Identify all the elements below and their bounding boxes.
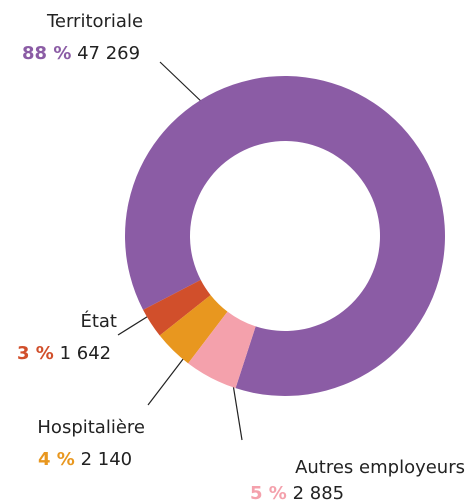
value-label: 2 885	[293, 483, 345, 504]
data-label: 3 % 1 642	[17, 343, 111, 364]
value-label: 47 269	[77, 43, 140, 64]
donut-segment	[188, 311, 256, 389]
leader-line	[117, 314, 151, 336]
share-label: 88 %	[22, 43, 71, 64]
donut-segment	[143, 279, 211, 336]
data-label: 5 % 2 885	[250, 483, 344, 504]
data-label: 4 % 2 140	[38, 449, 132, 470]
leader-line	[159, 61, 206, 106]
category-label: Hospitalière	[37, 417, 145, 438]
share-label: 3 %	[17, 343, 54, 364]
category-label: Autres employeurs	[295, 457, 465, 478]
donut-segment	[159, 295, 228, 364]
share-label: 4 %	[38, 449, 75, 470]
value-label: 2 140	[81, 449, 133, 470]
value-label: 1 642	[60, 343, 112, 364]
category-label: Territoriale	[46, 11, 143, 32]
category-label: État	[80, 310, 117, 332]
leader-line	[231, 377, 243, 441]
share-label: 5 %	[250, 483, 287, 504]
donut-segment	[125, 76, 446, 397]
data-label: 88 % 47 269	[22, 43, 140, 64]
